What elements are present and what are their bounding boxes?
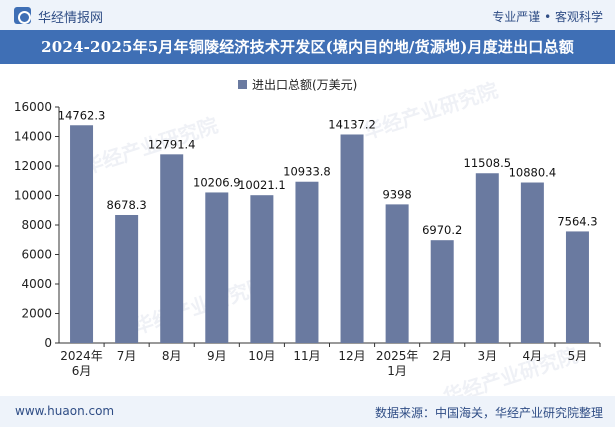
data-label: 8678.3	[107, 198, 147, 212]
data-label: 10206.9	[193, 175, 241, 189]
data-label: 14762.3	[58, 108, 106, 122]
bar	[475, 173, 499, 343]
x-tick-label: 2025年	[376, 349, 419, 363]
x-tick-label: 9月	[207, 349, 227, 363]
y-tick-label: 6000	[21, 248, 52, 262]
slogan: 专业严谨 • 客观科学	[492, 10, 603, 24]
bar	[520, 182, 544, 343]
footer-url[interactable]: www.huaon.com	[15, 404, 115, 418]
header-bar: 华经情报网 专业严谨 • 客观科学	[0, 0, 615, 30]
data-label: 10880.4	[509, 166, 557, 180]
y-tick-label: 4000	[21, 277, 52, 291]
data-label: 14137.2	[328, 117, 376, 131]
x-tick-label: 10月	[248, 349, 275, 363]
footer-bar: www.huaon.com 数据来源：中国海关，华经产业研究院整理	[0, 396, 615, 427]
data-label: 7564.3	[557, 214, 597, 228]
x-tick-label: 4月	[523, 349, 543, 363]
y-tick-label: 0	[44, 336, 52, 350]
x-tick-label: 6月	[72, 364, 92, 378]
x-tick-label: 11月	[293, 349, 320, 363]
brand-name: 华经情报网	[38, 11, 104, 26]
x-tick-label: 12月	[338, 349, 365, 363]
y-tick-label: 2000	[21, 307, 52, 321]
bar	[205, 192, 229, 343]
bar	[385, 204, 409, 343]
y-tick-label: 8000	[21, 218, 52, 232]
bar	[115, 214, 139, 343]
x-tick-label: 2024年	[60, 349, 103, 363]
data-label: 10933.8	[283, 165, 331, 179]
legend-swatch	[238, 79, 247, 89]
data-source: 数据来源：中国海关，华经产业研究院整理	[374, 406, 603, 420]
data-label: 12791.4	[148, 137, 196, 151]
y-tick-label: 14000	[14, 130, 52, 144]
logo-icon	[14, 7, 31, 24]
bar	[160, 154, 184, 343]
data-label: 10021.1	[238, 178, 286, 192]
bar	[250, 195, 274, 343]
bar	[295, 181, 319, 343]
bar	[340, 134, 364, 343]
x-tick-label: 5月	[568, 349, 588, 363]
y-tick-label: 10000	[14, 189, 52, 203]
bar-chart: 0 2000 4000 6000 8000 10000 12000 14000 16000 147…	[14, 100, 601, 378]
x-tick-label: 1月	[387, 364, 407, 378]
bar	[565, 231, 589, 343]
y-tick-label: 16000	[14, 100, 52, 114]
bar	[70, 125, 94, 343]
chart-title: 2024-2025年5月年铜陵经济技术开发区(境内目的地/货源地)月度进出口总额	[41, 38, 574, 56]
x-tick-label: 2月	[432, 349, 452, 363]
legend: 进出口总额(万美元)	[238, 76, 357, 92]
data-label: 6970.2	[422, 223, 462, 237]
legend-label: 进出口总额(万美元)	[252, 77, 358, 92]
x-tick-label: 3月	[477, 349, 497, 363]
bar	[430, 240, 454, 343]
x-tick-label: 8月	[162, 349, 182, 363]
data-label: 11508.5	[464, 156, 512, 170]
title-bar: 2024-2025年5月年铜陵经济技术开发区(境内目的地/货源地)月度进出口总额	[0, 30, 615, 64]
y-tick-label: 12000	[14, 159, 52, 173]
data-label: 9398	[382, 187, 411, 201]
x-tick-label: 7月	[117, 349, 137, 363]
